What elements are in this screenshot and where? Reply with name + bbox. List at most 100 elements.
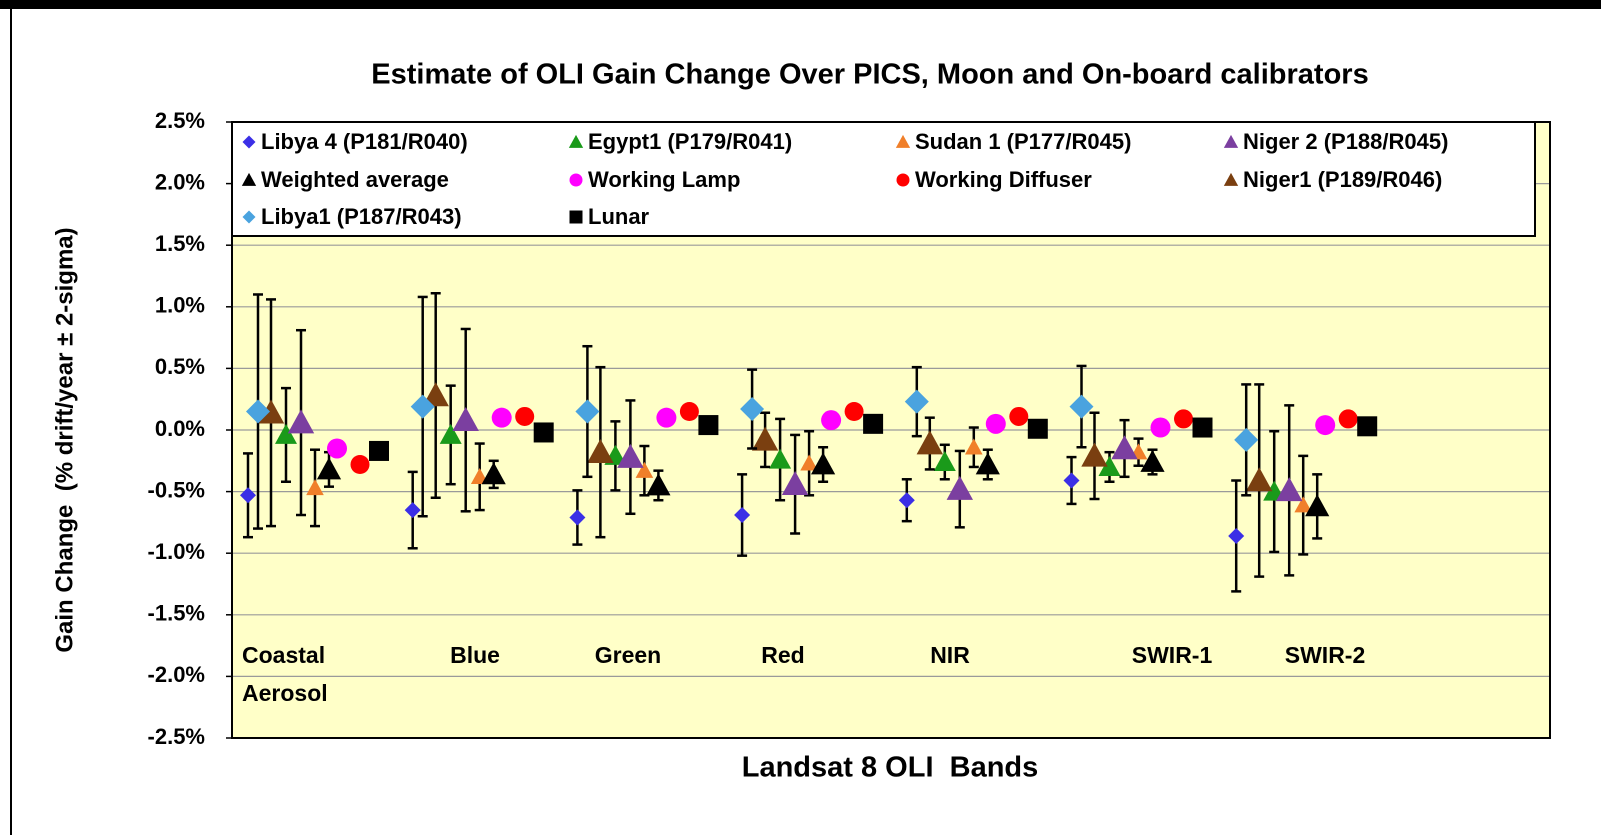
point <box>410 394 435 419</box>
point <box>811 452 836 475</box>
legend-marker <box>895 134 911 148</box>
point <box>257 399 285 424</box>
point <box>316 457 342 480</box>
legend-label: Egypt1 (P179/R041) <box>588 129 792 154</box>
category-label: Blue <box>450 642 500 668</box>
point <box>698 415 719 436</box>
point <box>481 462 506 485</box>
point <box>1276 477 1303 502</box>
point <box>800 454 818 471</box>
legend-label: Weighted average <box>261 167 449 192</box>
point <box>452 406 479 431</box>
y-tick-label: 2.5% <box>155 108 205 133</box>
point <box>821 410 842 431</box>
x-axis-label: Landsat 8 OLI Bands <box>742 752 1039 784</box>
legend-label: Niger1 (P189/R046) <box>1243 167 1442 192</box>
y-tick-label: 1.5% <box>155 231 205 256</box>
point <box>1027 418 1048 439</box>
point <box>933 451 956 472</box>
legend-marker <box>1223 172 1239 186</box>
point <box>350 454 370 474</box>
category-label: SWIR-2 <box>1284 642 1366 668</box>
point <box>404 502 421 519</box>
point <box>1069 394 1094 419</box>
point <box>844 402 864 422</box>
y-tick-label: -2.0% <box>148 662 205 687</box>
legend-marker <box>569 173 583 187</box>
y-tick-label: 0.0% <box>155 416 205 441</box>
point <box>781 471 809 496</box>
point <box>327 438 347 459</box>
point <box>975 452 1000 475</box>
legend-box <box>231 121 1536 237</box>
category-label: NIR <box>930 642 970 668</box>
point <box>515 406 535 426</box>
point <box>1294 496 1312 513</box>
point <box>734 507 751 524</box>
point <box>491 407 512 428</box>
legend-label: Niger 2 (P188/R045) <box>1243 129 1448 154</box>
point <box>904 389 929 414</box>
point <box>1140 449 1165 472</box>
point <box>1174 409 1193 429</box>
point <box>569 509 586 526</box>
point <box>369 440 389 461</box>
point <box>575 399 600 424</box>
category-label: Green <box>594 642 662 668</box>
y-tick-label: -1.5% <box>148 601 205 626</box>
legend-marker <box>241 172 257 186</box>
legend-marker <box>1223 134 1239 148</box>
legend-marker <box>242 135 256 149</box>
point <box>656 407 677 428</box>
point <box>751 426 779 451</box>
point <box>916 430 943 455</box>
category-label: Red <box>761 642 805 668</box>
point <box>740 397 765 422</box>
point <box>1234 427 1259 452</box>
legend-label: Working Lamp <box>588 167 740 192</box>
legend-marker <box>242 210 256 224</box>
point <box>1305 494 1330 517</box>
point <box>646 473 671 496</box>
legend-label: Working Diffuser <box>915 167 1092 192</box>
y-axis-label: Gain Change (% drift/year ± 2-sigma) <box>51 227 78 652</box>
y-tick-label: 1.0% <box>155 293 205 318</box>
legend-label: Libya 4 (P181/R040) <box>261 129 468 154</box>
legend-label: Lunar <box>588 204 650 229</box>
legend-marker <box>896 173 910 187</box>
point <box>439 423 462 444</box>
legend-label: Sudan 1 (P177/R045) <box>915 129 1131 154</box>
category-label: Coastal Aerosol <box>242 642 328 706</box>
point <box>1098 455 1121 476</box>
point <box>533 422 554 443</box>
point <box>1357 416 1378 437</box>
point <box>287 409 315 434</box>
point <box>1246 467 1273 492</box>
point <box>769 448 792 469</box>
point <box>1150 417 1171 438</box>
y-tick-label: -0.5% <box>148 477 205 502</box>
point <box>1192 417 1213 438</box>
point <box>617 443 644 468</box>
legend-label: Libya1 (P187/R043) <box>261 204 462 229</box>
point <box>1228 527 1245 544</box>
point <box>635 461 654 478</box>
point <box>679 402 699 422</box>
point <box>985 413 1006 434</box>
point <box>240 487 256 504</box>
point <box>246 399 270 424</box>
point <box>1063 472 1080 489</box>
y-tick-label: 0.5% <box>155 354 205 379</box>
point <box>1338 409 1358 429</box>
point <box>965 438 983 455</box>
point <box>1111 435 1138 460</box>
legend-marker <box>568 134 584 148</box>
y-tick-label: -1.0% <box>148 539 205 564</box>
top-bar <box>0 0 1601 9</box>
chart-title: Estimate of OLI Gain Change Over PICS, M… <box>371 59 1368 91</box>
point <box>1315 415 1336 436</box>
point <box>422 382 449 407</box>
legend-marker <box>569 210 583 224</box>
